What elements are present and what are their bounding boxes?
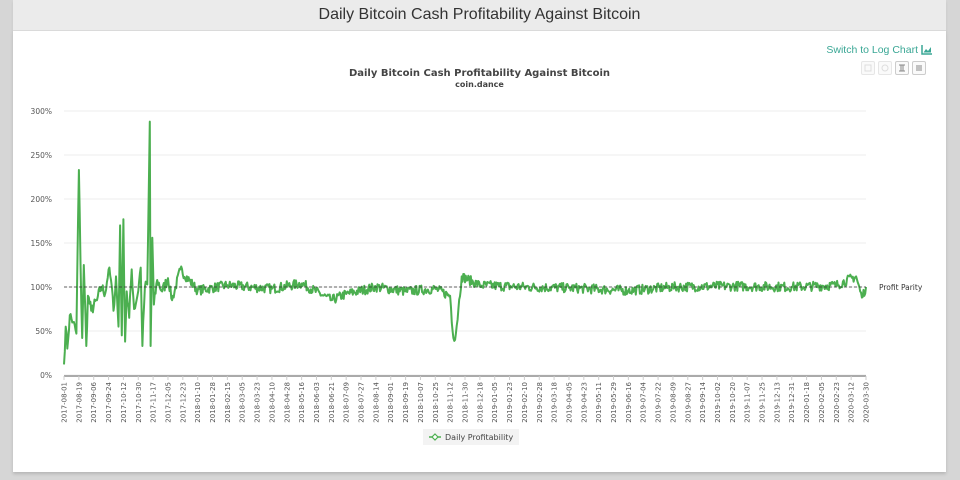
x-axis-tick-label: 2018-10-07 <box>417 382 425 423</box>
x-axis-tick-label: 2018-06-03 <box>313 382 321 423</box>
x-axis-tick-label: 2019-11-25 <box>759 382 767 423</box>
x-axis-tick-label: 2019-04-23 <box>580 382 588 423</box>
x-axis-tick-label: 2018-12-18 <box>476 382 484 423</box>
x-axis-tick-label: 2018-04-10 <box>268 382 276 423</box>
x-axis-tick-label: 2018-07-27 <box>358 382 366 423</box>
x-axis-tick-label: 2019-07-22 <box>655 382 663 423</box>
x-axis-tick-label: 2017-09-06 <box>90 381 98 422</box>
x-axis-tick-label: 2020-02-23 <box>833 382 841 423</box>
x-axis-tick-label: 2019-12-13 <box>773 382 781 423</box>
x-axis-tick-label: 2017-10-12 <box>120 382 128 423</box>
chart-subtitle: coin.dance <box>455 80 504 89</box>
restore-icon <box>899 64 905 72</box>
y-axis-tick-label: 200% <box>31 195 52 204</box>
x-axis-tick-label: 2018-11-12 <box>447 382 455 423</box>
x-axis-tick-label: 2018-03-23 <box>254 382 262 423</box>
x-axis-tick-label: 2019-05-29 <box>610 382 618 423</box>
y-axis-tick-label: 250% <box>31 151 52 160</box>
y-axis-tick-label: 100% <box>31 283 52 292</box>
daily-profitability-line <box>63 120 867 365</box>
area-chart-icon <box>921 45 932 55</box>
x-axis-tick-label: 2020-01-18 <box>803 382 811 423</box>
legend-series-icon <box>429 433 441 441</box>
log-chart-link-label: Switch to Log Chart <box>826 44 918 56</box>
chart-title: Daily Bitcoin Cash Profitability Against… <box>348 68 611 79</box>
x-axis-tick-label: 2020-03-12 <box>848 382 856 423</box>
zoom-reset-icon <box>881 64 889 72</box>
zoom-reset-button[interactable] <box>878 61 892 75</box>
x-axis-tick-label: 2018-11-30 <box>462 382 470 423</box>
x-axis-tick-label: 2017-08-01 <box>61 382 69 423</box>
x-axis-tick-label: 2018-06-21 <box>328 382 336 423</box>
legend-item-daily-profitability[interactable]: Daily Profitability <box>423 429 520 445</box>
x-axis-tick-label: 2018-02-15 <box>224 382 232 423</box>
x-axis-tick-label: 2018-09-19 <box>402 382 410 423</box>
menu-button[interactable] <box>912 61 926 75</box>
x-axis-tick-label: 2017-10-30 <box>135 382 143 423</box>
x-axis-tick-label: 2019-04-05 <box>565 382 573 423</box>
x-axis-tick-label: 2019-10-02 <box>714 382 722 423</box>
x-axis-tick-label: 2017-08-19 <box>75 382 83 423</box>
x-axis-tick-label: 2020-03-30 <box>863 382 871 423</box>
y-axis-tick-label: 300% <box>31 107 52 116</box>
x-axis-tick-label: 2019-01-23 <box>506 382 514 423</box>
y-axis-tick-label: 0% <box>40 371 52 380</box>
x-axis-tick-label: 2018-03-05 <box>239 382 247 423</box>
menu-icon <box>916 65 922 71</box>
switch-to-log-chart-link[interactable]: Switch to Log Chart <box>826 44 932 56</box>
x-axis-tick-label: 2019-02-10 <box>521 382 529 423</box>
x-axis-tick-label: 2018-09-01 <box>387 382 395 423</box>
page-header: Daily Bitcoin Cash Profitability Against… <box>13 0 946 31</box>
x-axis-tick-label: 2017-12-23 <box>179 382 187 423</box>
x-axis-tick-label: 2019-01-05 <box>491 382 499 423</box>
legend-label: Daily Profitability <box>445 432 514 442</box>
x-axis-tick-label: 2019-07-04 <box>640 381 648 422</box>
x-axis-tick-label: 2019-10-20 <box>729 382 737 423</box>
x-axis-tick-label: 2018-04-28 <box>283 382 291 423</box>
x-axis-tick-label: 2017-09-24 <box>105 381 113 422</box>
x-axis-tick-label: 2018-05-16 <box>298 381 306 422</box>
x-axis-tick-label: 2019-08-09 <box>669 382 677 423</box>
zoom-in-button[interactable] <box>861 61 875 75</box>
x-axis-tick-label: 2019-11-07 <box>744 382 752 423</box>
x-axis-tick-label: 2019-05-11 <box>595 382 603 423</box>
x-axis-tick-label: 2018-07-09 <box>343 382 351 423</box>
x-axis-tick-label: 2019-08-27 <box>684 382 692 423</box>
x-axis-tick-label: 2019-12-31 <box>788 382 796 423</box>
restore-button[interactable] <box>895 61 909 75</box>
x-axis-tick-label: 2017-11-17 <box>150 382 158 423</box>
page-title: Daily Bitcoin Cash Profitability Against… <box>318 6 641 23</box>
x-axis-tick-label: 2018-01-28 <box>209 382 217 423</box>
x-axis-tick-label: 2017-12-05 <box>164 382 172 423</box>
x-axis-tick-label: 2019-06-16 <box>625 381 633 422</box>
x-axis-tick-label: 2018-01-10 <box>194 382 202 423</box>
chart-panel: Switch to Log Chart Daily Bitcoin Cash P… <box>13 31 946 472</box>
x-axis-tick-label: 2018-10-25 <box>432 382 440 423</box>
x-axis-tick-label: 2019-03-18 <box>551 382 559 423</box>
y-axis-tick-label: 150% <box>31 239 52 248</box>
profit-parity-label: Profit Parity <box>879 283 923 292</box>
x-axis-tick-label: 2020-02-05 <box>818 382 826 423</box>
chart-plot-area: 0% 50% 100% 150% 200% 250% 300% 2017-08-01 2017-… <box>31 107 923 423</box>
x-axis-tick-label: 2018-08-14 <box>372 381 380 422</box>
chart-toolbar <box>861 61 926 75</box>
zoom-in-icon <box>864 64 872 72</box>
x-axis-tick-label: 2019-02-28 <box>536 382 544 423</box>
y-axis-tick-label: 50% <box>35 327 52 336</box>
x-axis-tick-label: 2019-09-14 <box>699 381 707 422</box>
